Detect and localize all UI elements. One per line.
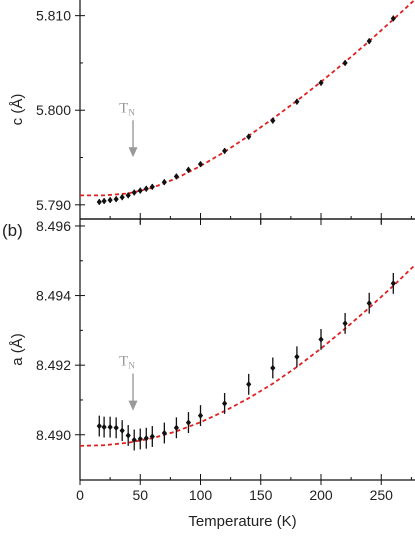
data-point — [113, 424, 119, 431]
fit-curve — [79, 264, 415, 447]
panel-label: (b) — [2, 221, 23, 240]
data-point — [125, 432, 131, 439]
y-tick-label: 8.494 — [36, 288, 71, 304]
data-point — [131, 189, 137, 196]
data-point — [222, 147, 228, 155]
data-point — [149, 433, 155, 440]
data-point — [149, 183, 155, 191]
data-point — [270, 117, 276, 124]
data-point — [246, 381, 252, 388]
data-point — [270, 364, 276, 372]
y-tick-label: 8.496 — [36, 218, 71, 234]
data-point — [131, 436, 137, 444]
data-point — [185, 419, 192, 426]
data-point — [137, 187, 143, 194]
data-point — [113, 195, 119, 203]
data-point — [197, 412, 204, 419]
y-tick-label: 5.810 — [36, 8, 71, 24]
y-axis-title: a (Å) — [9, 333, 26, 366]
y-tick-label: 8.490 — [36, 427, 71, 443]
data-point — [342, 320, 348, 327]
tn-subscript: N — [128, 107, 135, 117]
x-tick-label: 100 — [189, 487, 213, 503]
data-point — [107, 423, 113, 431]
data-point — [294, 353, 300, 361]
data-point — [366, 300, 372, 307]
tn-annotation-label: TN — [119, 354, 135, 371]
data-point — [318, 336, 324, 343]
data-point — [222, 400, 228, 407]
data-point — [119, 194, 125, 201]
y-tick-label: 5.800 — [36, 102, 71, 118]
data-point — [390, 15, 396, 22]
data-point — [96, 198, 102, 206]
y-axis-title: c (Å) — [9, 94, 26, 126]
data-point — [197, 160, 204, 168]
tn-symbol: T — [119, 354, 128, 370]
panel-top-c-lattice: 5.790 5.800 5.810 c (Å) TN — [9, 0, 415, 224]
data-point — [390, 280, 396, 287]
x-tick-label: 150 — [249, 487, 273, 503]
data-point — [246, 133, 252, 140]
data-point — [101, 197, 107, 205]
x-tick-label: 250 — [370, 487, 394, 503]
x-tick-label: 0 — [76, 487, 84, 503]
data-point — [366, 37, 372, 45]
tn-arrow-head — [128, 400, 138, 411]
tn-annotation-label: TN — [119, 100, 135, 117]
data-point — [143, 185, 149, 192]
data-point — [161, 178, 167, 186]
data-point — [137, 435, 143, 443]
data-point — [185, 166, 192, 174]
tn-subscript: N — [128, 361, 135, 371]
data-point — [318, 79, 324, 86]
panel-bottom-a-lattice: 0 50 100 150 200 250 8.490 8.492 8.494 8.496 a (Å)… — [2, 218, 415, 530]
tn-symbol: T — [119, 100, 128, 116]
fit-curve — [80, 0, 415, 197]
x-tick-label: 200 — [309, 487, 333, 503]
data-point — [143, 435, 149, 442]
x-axis-title: Temperature (K) — [188, 513, 296, 530]
data-point — [161, 429, 167, 437]
data-point — [173, 424, 180, 431]
y-tick-label: 5.790 — [36, 197, 71, 213]
tn-arrow-head — [128, 147, 138, 158]
data-point — [101, 423, 107, 431]
data-point — [173, 173, 180, 180]
data-point — [107, 196, 113, 204]
data-point — [125, 192, 131, 199]
data-point — [294, 98, 300, 105]
y-tick-label: 8.492 — [36, 357, 71, 373]
x-tick-label: 50 — [132, 487, 148, 503]
data-point — [119, 427, 125, 434]
data-point — [342, 59, 348, 67]
data-point — [96, 422, 102, 430]
